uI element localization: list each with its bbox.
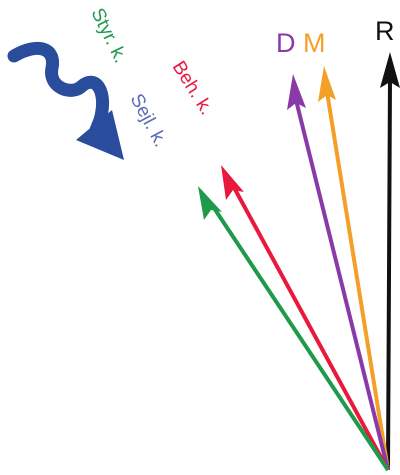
arrow-beh	[221, 165, 390, 471]
label-sejl: Sejl. k.	[126, 90, 171, 150]
label-r: R	[375, 16, 395, 46]
label-styr: Styr. k.	[87, 5, 131, 66]
arrow-r	[380, 52, 400, 471]
arrow-d	[287, 74, 390, 471]
arrow-m	[318, 66, 390, 471]
label-beh: Beh. k.	[168, 58, 217, 119]
label-d: D	[276, 28, 296, 58]
label-m: M	[303, 28, 326, 58]
arrow-styr	[198, 186, 390, 472]
wind-arrow-icon	[7, 41, 124, 160]
